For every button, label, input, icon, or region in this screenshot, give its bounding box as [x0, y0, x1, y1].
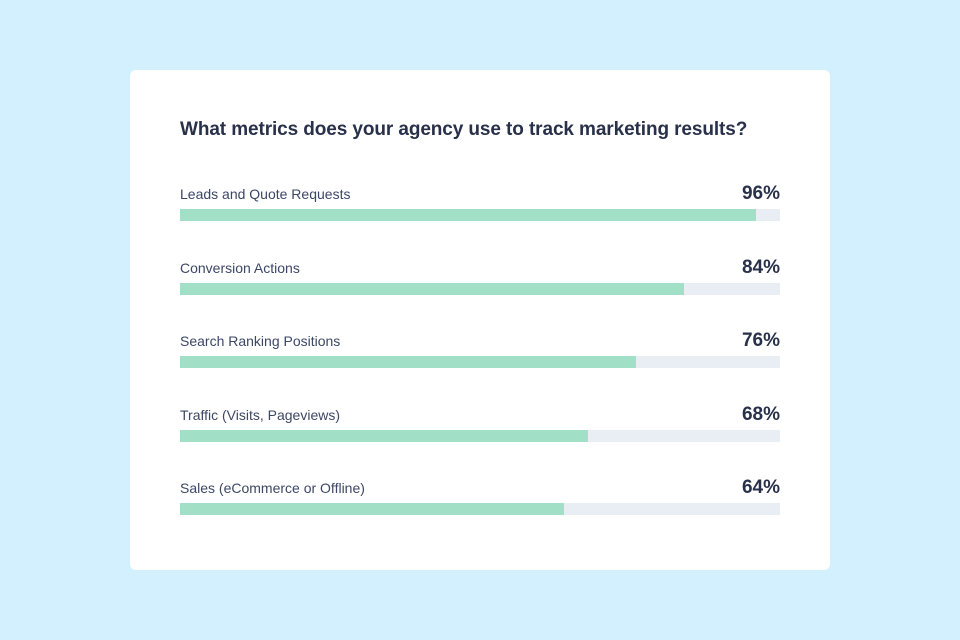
bar-track	[180, 282, 780, 295]
bar-value-label: 76%	[741, 330, 780, 351]
bar-track	[180, 429, 780, 442]
bar-value-label: 64%	[741, 477, 780, 498]
bar	[180, 209, 756, 221]
bar-row: Search Ranking Positions 76%	[180, 330, 780, 404]
bar	[180, 503, 564, 515]
bar-label: Traffic (Visits, Pageviews)	[180, 406, 341, 423]
bar-track	[180, 503, 780, 515]
bar-track	[180, 356, 780, 368]
bar-label: Leads and Quote Requests	[180, 186, 351, 202]
bar-label: Conversion Actions	[180, 259, 300, 276]
bar	[180, 282, 684, 295]
bar-track	[180, 209, 780, 221]
bar-row: Traffic (Visits, Pageviews) 68%	[180, 404, 780, 478]
bar-row: Sales (eCommerce or Offline) 64%	[180, 477, 780, 551]
bar-label: Sales (eCommerce or Offline)	[180, 480, 365, 496]
bar-value-label: 96%	[741, 183, 780, 204]
bar-label: Search Ranking Positions	[180, 333, 341, 349]
bar-row: Conversion Actions 84%	[180, 257, 780, 331]
chart-card: What metrics does your agency use to tra…	[130, 70, 830, 570]
bar-value-label: 68%	[741, 403, 780, 425]
chart-title: What metrics does your agency use to tra…	[180, 119, 748, 140]
bar	[180, 429, 588, 442]
bar	[180, 356, 636, 368]
bar-row: Leads and Quote Requests 96%	[180, 183, 780, 257]
bar-value-label: 84%	[741, 256, 780, 278]
bar-list: Leads and Quote Requests 96% Conversion Ac…	[180, 183, 780, 551]
